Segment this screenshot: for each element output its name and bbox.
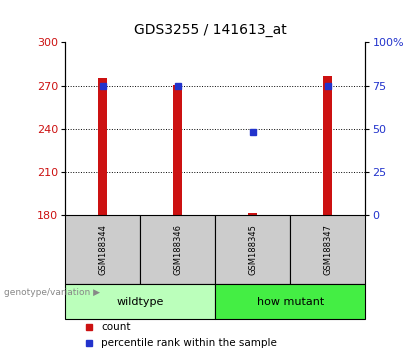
Bar: [140, 215, 215, 284]
Bar: [215, 284, 365, 319]
Bar: [323, 76, 332, 215]
Bar: [248, 213, 257, 215]
Text: percentile rank within the sample: percentile rank within the sample: [101, 338, 277, 348]
Text: how mutant: how mutant: [257, 297, 324, 307]
Bar: [65, 284, 215, 319]
Text: GSM188347: GSM188347: [323, 224, 332, 275]
Text: GSM188344: GSM188344: [98, 224, 107, 275]
Text: GDS3255 / 141613_at: GDS3255 / 141613_at: [134, 23, 286, 37]
Bar: [215, 215, 290, 284]
Text: GSM188345: GSM188345: [248, 224, 257, 275]
Bar: [65, 215, 140, 284]
Bar: [173, 85, 182, 215]
Text: wildtype: wildtype: [116, 297, 164, 307]
Text: genotype/variation ▶: genotype/variation ▶: [4, 287, 100, 297]
Bar: [98, 78, 107, 215]
Bar: [290, 215, 365, 284]
Text: count: count: [101, 322, 131, 332]
Text: GSM188346: GSM188346: [173, 224, 182, 275]
